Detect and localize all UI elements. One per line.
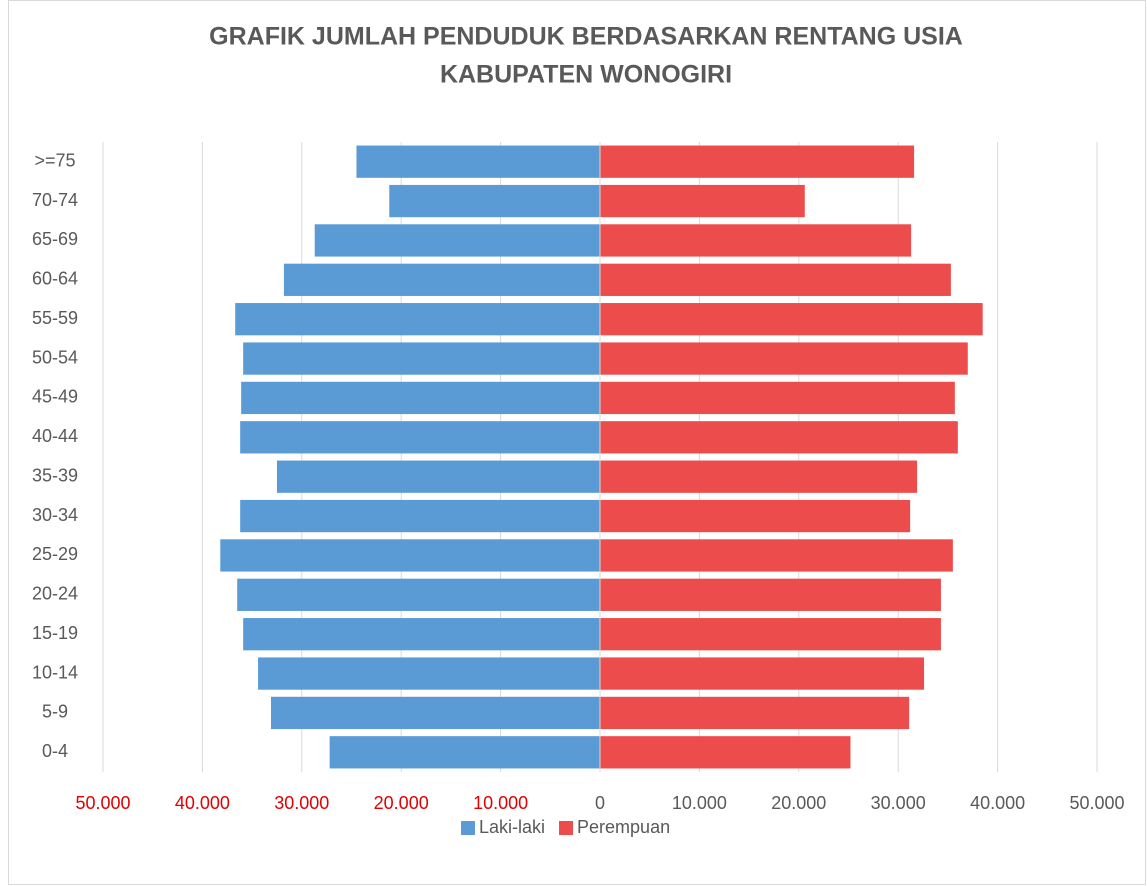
x-tick-label: 30.000 (274, 793, 329, 813)
y-tick-label: 35-39 (32, 465, 78, 485)
bar (241, 381, 600, 415)
bar (356, 145, 600, 178)
legend-swatch (461, 821, 475, 835)
x-tick-label: 40.000 (970, 793, 1025, 813)
y-tick-label: 60-64 (32, 269, 78, 289)
bar (276, 460, 600, 493)
bar (600, 421, 958, 454)
bar (235, 303, 600, 336)
bar (600, 342, 968, 375)
x-tick-label: 10.000 (672, 793, 727, 813)
x-tick-label: 50.000 (1069, 793, 1124, 813)
bar (600, 696, 910, 730)
bar (600, 499, 911, 533)
bar (600, 303, 983, 336)
y-tick-label: 30-34 (32, 505, 78, 525)
bar (243, 342, 601, 375)
bar (600, 618, 941, 651)
bar (600, 657, 925, 690)
chart-title: GRAFIK JUMLAH PENDUDUK BERDASARKAN RENTA… (209, 23, 963, 51)
bar (389, 184, 600, 218)
x-tick-label: 10.000 (473, 793, 528, 813)
bar (600, 263, 951, 296)
y-tick-label: 10-14 (32, 662, 78, 682)
x-tick-label: 40.000 (175, 793, 230, 813)
y-tick-label: 50-54 (32, 347, 78, 367)
y-tick-label: 70-74 (32, 190, 78, 210)
bar (240, 421, 600, 454)
y-tick-label: >=75 (34, 150, 75, 170)
bar (258, 657, 600, 690)
bar (237, 578, 600, 611)
bar (600, 224, 912, 257)
bar (600, 578, 941, 611)
legend-label: Laki-laki (479, 817, 545, 837)
legend-label: Perempuan (577, 817, 670, 837)
y-tick-label: 20-24 (32, 584, 78, 604)
bar (243, 618, 601, 651)
legend-swatch (559, 821, 574, 835)
bar (600, 539, 953, 572)
y-tick-label: 40-44 (32, 426, 78, 446)
bar (270, 696, 600, 730)
y-tick-label: 55-59 (32, 308, 78, 328)
x-tick-label: 30.000 (871, 793, 926, 813)
x-tick-label: 0 (595, 793, 605, 813)
y-tick-label: 65-69 (32, 229, 78, 249)
bar (600, 381, 955, 415)
bar (600, 736, 851, 769)
y-tick-label: 0-4 (42, 741, 68, 761)
chart-title: KABUPATEN WONOGIRI (440, 61, 732, 89)
bar (314, 224, 600, 257)
y-tick-label: 5-9 (42, 702, 68, 722)
bar (220, 539, 601, 572)
bar (600, 145, 915, 178)
x-tick-label: 20.000 (771, 793, 826, 813)
y-tick-label: 25-29 (32, 544, 78, 564)
bar (240, 499, 600, 533)
bar (600, 460, 918, 493)
bar (329, 736, 600, 769)
x-tick-label: 50.000 (75, 793, 130, 813)
bar (600, 184, 805, 218)
y-tick-label: 15-19 (32, 623, 78, 643)
y-tick-label: 45-49 (32, 387, 78, 407)
bar (283, 263, 600, 296)
x-tick-label: 20.000 (374, 793, 429, 813)
